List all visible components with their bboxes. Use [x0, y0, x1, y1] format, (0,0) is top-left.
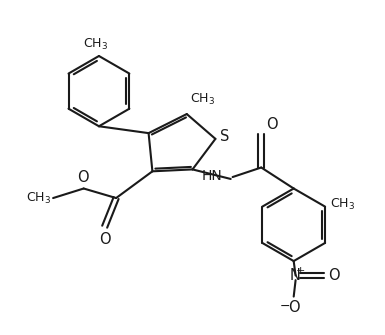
- Text: CH$_3$: CH$_3$: [330, 197, 355, 212]
- Text: +: +: [296, 266, 305, 276]
- Text: S: S: [220, 129, 230, 144]
- Text: O: O: [99, 232, 110, 247]
- Text: O: O: [288, 300, 300, 315]
- Text: O: O: [328, 268, 340, 283]
- Text: HN: HN: [201, 169, 222, 183]
- Text: N: N: [290, 268, 300, 283]
- Text: −: −: [280, 299, 291, 313]
- Text: O: O: [77, 171, 88, 186]
- Text: CH$_3$: CH$_3$: [190, 92, 215, 107]
- Text: O: O: [266, 117, 278, 132]
- Text: CH$_3$: CH$_3$: [82, 37, 108, 52]
- Text: CH$_3$: CH$_3$: [26, 191, 51, 206]
